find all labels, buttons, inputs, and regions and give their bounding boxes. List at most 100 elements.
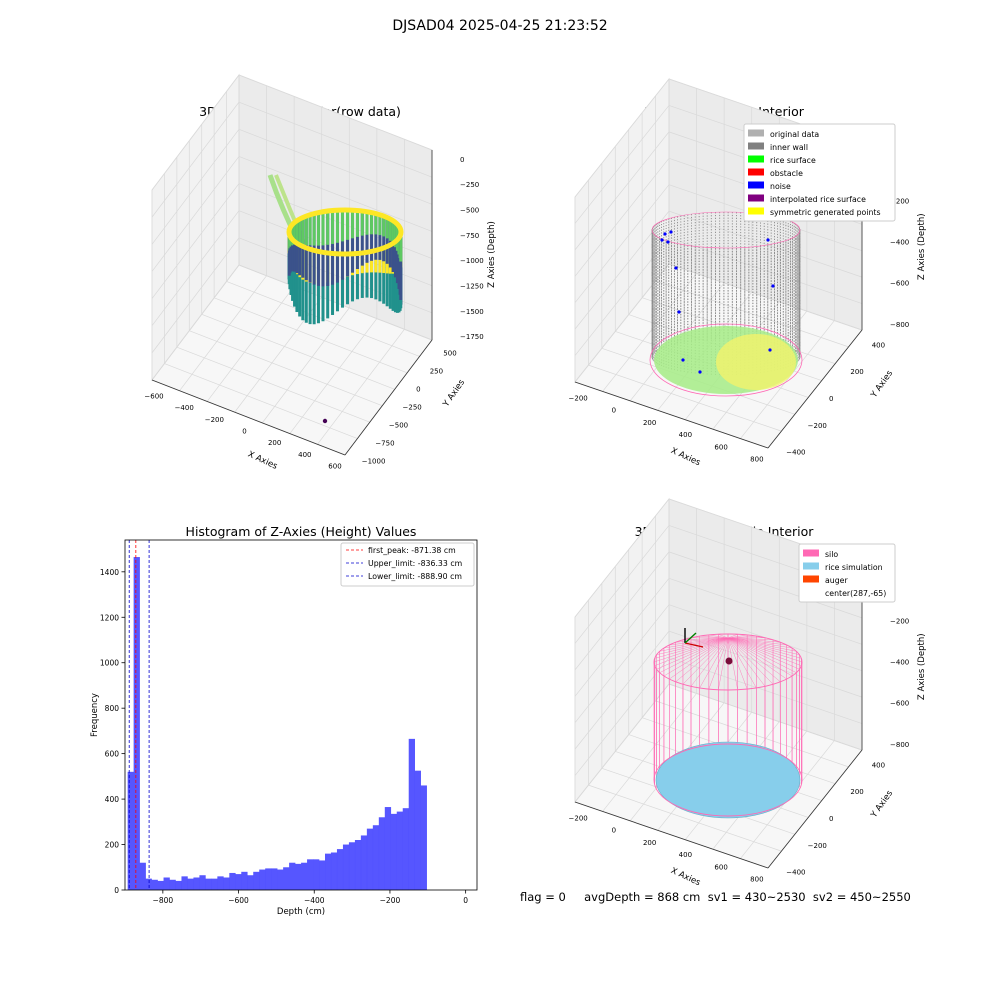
- histogram-bar: [247, 875, 254, 890]
- silo-roof-line: [727, 637, 793, 677]
- grid-line: [574, 78, 670, 198]
- grid-line: [214, 297, 408, 374]
- x-axis-label: X Axies: [669, 866, 702, 889]
- x-tick-label: 200: [643, 419, 656, 427]
- z-axis-label: Z Axies (Depth): [487, 221, 497, 288]
- grid-line: [317, 329, 405, 445]
- grid-line: [238, 264, 433, 341]
- grid-line: [668, 683, 863, 751]
- histogram-bar: [271, 868, 278, 890]
- grid-line: [574, 630, 670, 750]
- silo-roof-line: [727, 637, 774, 640]
- legend-label: Upper_limit: -836.33 cm: [368, 559, 462, 568]
- legend-label: center(287,-65): [825, 589, 886, 598]
- histogram-bar: [366, 828, 374, 890]
- y-tick-label: −200: [808, 842, 827, 850]
- silo-roof-line: [727, 637, 781, 682]
- histogram-bar: [360, 835, 368, 890]
- z-tick-label: −400: [890, 659, 909, 667]
- status-line: flag = 0 avgDepth = 868 cm sv1 = 430~253…: [520, 890, 911, 904]
- histogram-bar: [259, 869, 266, 890]
- grid-line: [668, 263, 863, 331]
- grid-line: [151, 129, 240, 245]
- histogram-bar: [157, 880, 164, 890]
- legend-swatch: [748, 168, 764, 176]
- legend-swatch: [748, 142, 764, 150]
- grid-line: [668, 551, 863, 619]
- y-tick-label: 600: [105, 750, 120, 759]
- data-point: [322, 418, 328, 424]
- silo-roof-line: [675, 637, 729, 682]
- x-tick-label: 800: [750, 456, 763, 464]
- z-tick-label: −400: [890, 239, 909, 247]
- figure-title: DJSAD04 2025-04-25 21:23:52: [392, 18, 608, 34]
- silo-roof-line: [727, 635, 757, 639]
- x-axis-line: [151, 379, 346, 456]
- grid-line: [602, 693, 697, 812]
- z-tick-label: −1000: [460, 257, 484, 265]
- histogram-bar: [187, 878, 194, 890]
- silo-roof-line: [727, 637, 738, 690]
- z-tick-label: −500: [460, 207, 479, 215]
- legend-box: [340, 542, 475, 587]
- legend-box: [798, 543, 896, 603]
- grid-line: [176, 346, 370, 423]
- silo-roof-line: [727, 634, 738, 639]
- z-axis-label: Z Axies (Depth): [917, 633, 927, 700]
- histogram-bar: [390, 813, 398, 890]
- grid-line: [238, 101, 433, 178]
- z-axis-label: Z Axies (Depth): [917, 213, 927, 280]
- y-tick-label: 200: [850, 368, 863, 376]
- y-tick-label: −200: [808, 422, 827, 430]
- z-tick-label: −600: [890, 700, 909, 708]
- grid-line: [574, 525, 670, 644]
- histogram-bar: [396, 811, 404, 890]
- grid-line: [238, 74, 433, 151]
- z-tick-label: −1250: [460, 283, 484, 291]
- y-tick-label: 800: [105, 704, 120, 713]
- data-point: [698, 370, 702, 374]
- silo-roof-line: [699, 635, 729, 639]
- x-tick-label: −400: [304, 896, 325, 905]
- center-marker: [725, 657, 733, 665]
- histogram-bar: [235, 874, 242, 890]
- histogram-bar: [336, 849, 344, 890]
- y-tick-label: −400: [786, 869, 805, 877]
- grid-line: [588, 784, 782, 852]
- x-tick-label: 0: [612, 827, 616, 835]
- x-tick-label: −600: [228, 896, 249, 905]
- x-tick-label: 600: [714, 443, 727, 451]
- x-tick-label: 200: [643, 839, 656, 847]
- histogram-bar: [319, 860, 326, 890]
- grid-line: [151, 101, 240, 218]
- silo-roof-line: [654, 637, 729, 659]
- silo-roof-line: [727, 637, 774, 685]
- y-axis-line: [767, 749, 863, 869]
- y-axis-line: [344, 339, 433, 456]
- histogram-bar: [384, 807, 392, 890]
- grid-line: [668, 210, 863, 278]
- y-tick-label: 400: [872, 761, 885, 769]
- chart-histogram: Histogram of Z-Axies (Height) Values −800…: [90, 524, 478, 917]
- legend-swatch: [803, 575, 819, 583]
- data-point: [716, 334, 796, 390]
- x-tick-label: −200: [569, 394, 588, 402]
- x-tick-label: 0: [242, 428, 246, 436]
- silo-roof-line: [682, 637, 729, 685]
- z-tick-label: −1500: [460, 308, 484, 316]
- auger-axis: [684, 642, 704, 648]
- grid-line: [574, 498, 670, 618]
- legend-label: first_peak: -871.38 cm: [368, 546, 456, 555]
- x-axis-label: Depth (cm): [277, 907, 325, 917]
- y-tick-label: 500: [443, 350, 456, 358]
- z-tick-label: −800: [890, 321, 909, 329]
- grid-line: [668, 577, 863, 645]
- data-point: [286, 207, 404, 257]
- histogram-bar: [265, 868, 272, 890]
- silo-roof-line: [718, 634, 729, 639]
- x-tick-label: 600: [328, 463, 341, 471]
- grid-line: [574, 683, 670, 803]
- histogram-bar: [133, 557, 140, 890]
- silo-roof-line: [727, 637, 781, 643]
